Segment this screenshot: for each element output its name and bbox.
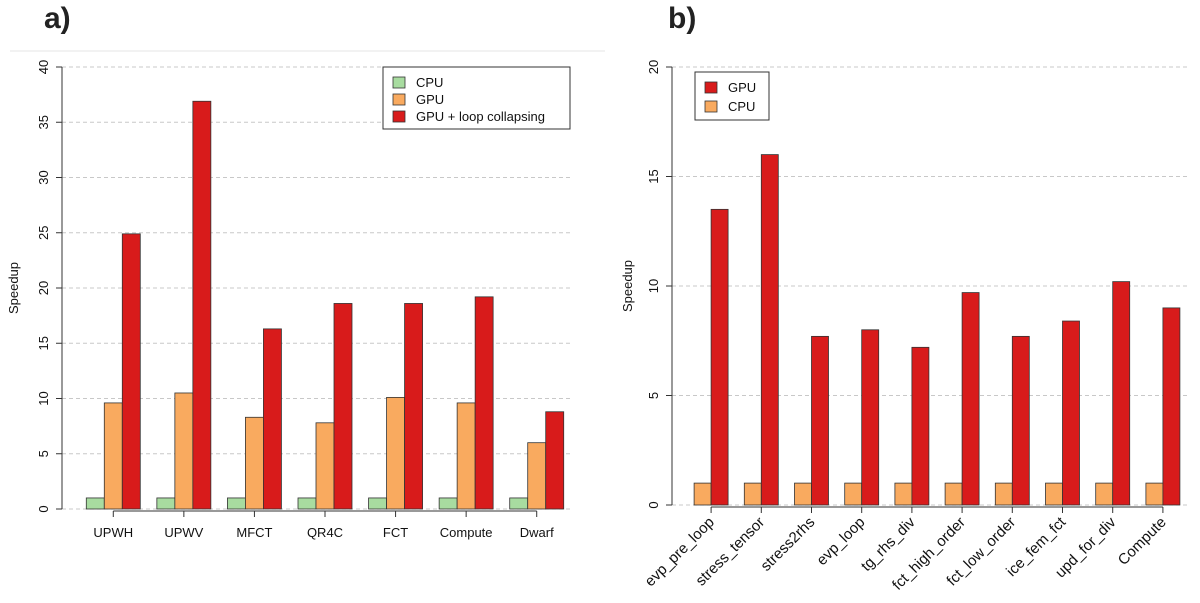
y-tick-label: 5	[646, 392, 661, 399]
legend: CPU GPU GPU + loop collapsing	[382, 66, 571, 130]
bar-gpu-stress-tensor	[760, 154, 779, 506]
bar-gpu-loop-collapsing-upwh	[121, 233, 141, 510]
bar-cpu-mfct	[227, 497, 246, 510]
legend-swatch-gpu	[392, 93, 406, 106]
x-tick-label: UPWH	[93, 525, 133, 540]
bar-gpu-loop-collapsing-fct	[404, 303, 423, 510]
bar-cpu-stress-tensor	[743, 482, 762, 506]
bar-cpu-tg-rhs-div	[894, 482, 913, 506]
y-tick-label: 0	[646, 501, 661, 508]
bar-cpu-fct	[368, 497, 387, 510]
legend: GPU CPU	[694, 71, 770, 121]
legend-label: GPU + loop collapsing	[416, 109, 545, 124]
panel-a-label: a)	[44, 2, 71, 35]
bar-gpu-dwarf	[527, 442, 547, 510]
x-tick-label: QR4C	[307, 525, 343, 540]
bar-gpu-fct-low-order	[1011, 335, 1030, 506]
bar-gpu-compute	[456, 402, 476, 510]
x-tick-label: Compute	[1115, 514, 1170, 569]
bar-gpu-stress2rhs	[811, 335, 829, 506]
bar-gpu-loop-collapsing-mfct	[263, 328, 282, 510]
bar-cpu-fct-low-order	[994, 482, 1013, 506]
bar-gpu-upd-for-div	[1112, 281, 1131, 506]
y-tick-label: 15	[646, 169, 661, 183]
y-tick-label: 5	[36, 450, 51, 457]
y-tick-label: 15	[36, 336, 51, 350]
bar-cpu-upwv	[156, 497, 176, 510]
bar-gpu-loop-collapsing-upwv	[192, 100, 212, 510]
y-tick-label: 25	[36, 226, 51, 240]
bar-gpu-evp-pre-loop	[710, 208, 729, 506]
y-tick-label: 0	[36, 505, 51, 512]
bar-cpu-upd-for-div	[1095, 482, 1114, 506]
legend-label: GPU	[416, 92, 444, 107]
bar-cpu-qr4c	[297, 497, 317, 510]
y-axis-label: Speedup	[620, 260, 635, 312]
bar-cpu-fct-high-order	[944, 482, 963, 506]
bar-gpu-loop-collapsing-dwarf	[545, 411, 565, 510]
x-tick-label: FCT	[383, 525, 408, 540]
legend-label: CPU	[728, 99, 755, 114]
bar-gpu-loop-collapsing-compute	[474, 296, 494, 510]
bar-cpu-evp-loop	[844, 482, 863, 506]
bar-gpu-evp-loop	[861, 329, 880, 506]
chart-b: 05101520Speedupevp_pre_loopstress_tensor…	[620, 60, 1188, 594]
bar-gpu-fct-high-order	[961, 292, 980, 506]
bar-gpu-upwh	[103, 402, 123, 510]
bar-gpu-upwv	[174, 392, 194, 510]
y-tick-label: 20	[646, 60, 661, 74]
legend-swatch-cpu	[704, 100, 718, 113]
legend-label: GPU	[728, 80, 756, 95]
bar-gpu-compute	[1162, 307, 1181, 506]
bar-cpu-dwarf	[509, 497, 529, 510]
legend-swatch-gpu	[704, 81, 718, 94]
x-tick-label: Compute	[440, 525, 493, 540]
x-tick-label: UPWV	[164, 525, 203, 540]
y-tick-label: 10	[36, 391, 51, 405]
legend-box	[382, 66, 571, 130]
panel-a-separator	[10, 50, 605, 52]
bar-gpu-loop-collapsing-qr4c	[333, 303, 353, 510]
x-tick-label: stress2rhs	[757, 514, 818, 575]
bar-cpu-ice-fem-fct	[1045, 482, 1063, 506]
chart-a: 0 5 10 15 20 25 30 35 40 Speedup UPWH UPWV MFCT QR4C F…	[6, 60, 572, 540]
legend-swatch-cpu	[392, 76, 406, 89]
x-tick-label: Dwarf	[520, 525, 554, 540]
bar-gpu-qr4c	[315, 422, 335, 510]
y-tick-label: 40	[36, 60, 51, 74]
bar-cpu-evp-pre-loop	[693, 482, 712, 506]
y-axis-label: Speedup	[6, 262, 21, 314]
bar-gpu-tg-rhs-div	[911, 346, 930, 506]
bar-gpu-ice-fem-fct	[1062, 320, 1080, 506]
bar-cpu-compute	[1145, 482, 1164, 506]
y-tick-label: 35	[36, 115, 51, 129]
y-tick-label: 30	[36, 170, 51, 184]
panel-b-label: b)	[668, 2, 697, 35]
y-tick-label: 20	[36, 281, 51, 295]
bar-cpu-stress2rhs	[794, 482, 812, 506]
legend-swatch-gpu-loop-collapsing	[392, 110, 406, 123]
bar-cpu-upwh	[85, 497, 105, 510]
legend-label: CPU	[416, 75, 443, 90]
bar-gpu-mfct	[245, 416, 264, 510]
x-tick-label: MFCT	[236, 525, 272, 540]
bar-gpu-fct	[386, 396, 405, 510]
bar-cpu-compute	[438, 497, 458, 510]
y-tick-label: 10	[646, 279, 661, 293]
